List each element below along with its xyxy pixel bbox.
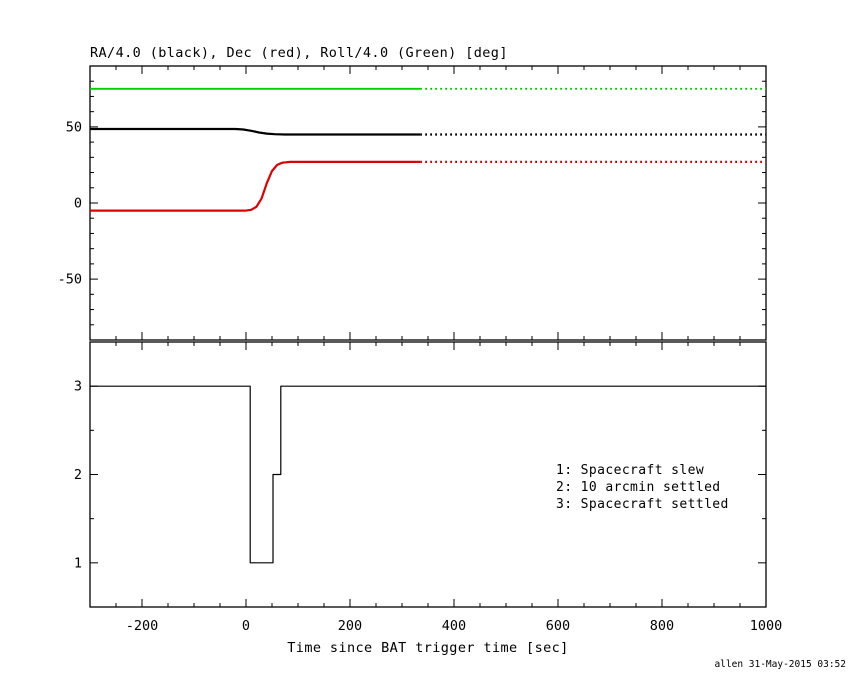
y-tick-label-settling: 3 (74, 379, 82, 395)
panel-settling: 1 2 3 (74, 341, 767, 608)
y-tick-label-settling: 2 (74, 467, 82, 483)
x-axis-label: Time since BAT trigger time [sec] (287, 640, 569, 656)
panel-frame-attitude (89, 65, 767, 341)
series-ra-over-4-black (90, 127, 766, 136)
y-tick-label-attitude: -50 (58, 272, 82, 288)
x-tick-label: 1000 (750, 618, 783, 634)
x-tick-label: 400 (442, 618, 466, 634)
credit-stamp: allen 31-May-2015 03:52 (714, 659, 846, 670)
series-ra-over-4-black-solid (90, 127, 421, 136)
legend-line-slew: 1: Spacecraft slew (556, 463, 705, 478)
legend-line-settled: 3: Spacecraft settled (556, 497, 729, 512)
settling-legend: 1: Spacecraft slew 2: 10 arcmin settled … (556, 462, 729, 513)
panel-attitude: -50 0 50 (58, 65, 767, 341)
y-tick-label-settling: 1 (74, 555, 82, 571)
plot-title: RA/4.0 (black), Dec (red), Roll/4.0 (Gre… (90, 45, 508, 61)
x-tick-label: 0 (242, 618, 250, 634)
y-tick-label-attitude: 50 (66, 119, 82, 135)
y-tick-label-attitude: 0 (74, 196, 82, 212)
x-tick-label: -200 (126, 618, 159, 634)
series-dec-red (90, 160, 766, 212)
x-tick-label: 600 (546, 618, 570, 634)
series-settling-state (90, 385, 766, 564)
series-settling-state (90, 385, 766, 564)
series-dec-red-solid (90, 160, 421, 212)
x-tick-label: 800 (650, 618, 674, 634)
legend-line-10arcmin: 2: 10 arcmin settled (556, 480, 721, 495)
x-tick-label: 200 (338, 618, 362, 634)
